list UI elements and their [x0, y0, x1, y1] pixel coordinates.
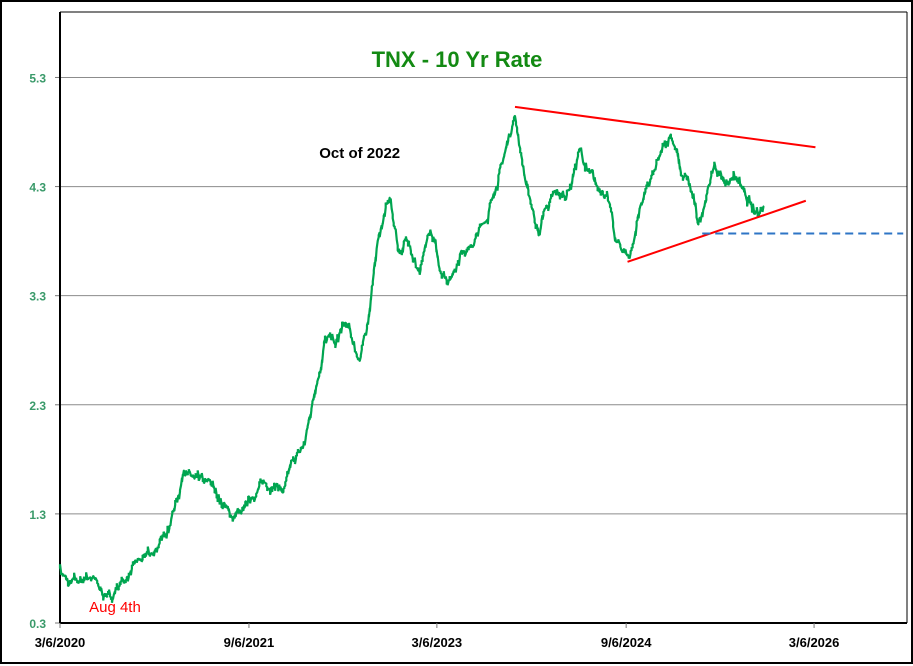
chart-title: TNX - 10 Yr Rate — [372, 47, 543, 72]
gridlines — [60, 76, 907, 515]
data-point — [78, 580, 81, 583]
data-point — [565, 196, 567, 199]
x-tick-label: 3/6/2020 — [35, 635, 86, 650]
x-tick-label: 9/6/2021 — [224, 635, 275, 650]
data-point — [183, 469, 185, 472]
data-point — [638, 207, 641, 210]
data-point — [628, 256, 631, 259]
data-point — [251, 496, 253, 499]
data-point — [388, 196, 391, 199]
data-point — [376, 240, 379, 242]
data-point — [649, 180, 652, 182]
data-point — [586, 169, 588, 172]
data-point — [89, 576, 91, 578]
data-point — [99, 589, 102, 592]
data-point — [358, 360, 361, 362]
annotation-aug-4th: Aug 4th — [89, 599, 141, 616]
data-point — [670, 133, 672, 135]
data-point — [152, 553, 154, 556]
data-point — [345, 322, 347, 324]
data-point — [762, 205, 765, 208]
axes: 0.3 1.3 2.3 3.3 4.3 5.3 3/6/2020 9/6/2021 3/6/20… — [29, 11, 908, 650]
data-point — [293, 458, 295, 461]
data-point — [229, 515, 232, 517]
data-point — [555, 191, 557, 193]
y-tick-label: 3.3 — [29, 290, 46, 304]
data-point — [544, 207, 547, 210]
data-point — [523, 174, 526, 177]
data-point — [537, 234, 540, 237]
data-point — [579, 147, 581, 150]
data-point — [440, 273, 443, 275]
data-point — [470, 245, 473, 248]
data-point — [418, 273, 421, 275]
data-point — [449, 278, 452, 281]
y-tick-label: 1.3 — [29, 508, 46, 522]
data-point — [272, 485, 274, 488]
y-tick-label: 5.3 — [29, 71, 46, 85]
y-tick-label: 0.3 — [29, 617, 46, 631]
data-point — [162, 534, 165, 537]
data-point — [120, 580, 123, 583]
data-point — [59, 567, 61, 570]
x-tick-label: 3/6/2026 — [789, 635, 840, 650]
data-point — [681, 174, 683, 177]
data-point — [502, 158, 505, 161]
data-point — [282, 491, 285, 493]
upper-resistance-trendline — [514, 105, 816, 149]
data-point — [481, 223, 483, 226]
data-point — [397, 251, 400, 253]
data-point — [722, 180, 725, 182]
series-group — [58, 114, 765, 603]
data-point — [68, 584, 70, 586]
data-point — [214, 491, 217, 493]
trendlines — [514, 105, 904, 263]
annotation-oct-2022: Oct of 2022 — [319, 145, 400, 162]
data-point — [491, 196, 494, 199]
data-point — [659, 153, 662, 155]
data-point — [324, 338, 326, 341]
data-point — [614, 240, 616, 242]
data-point — [514, 114, 516, 117]
data-point — [596, 185, 599, 188]
data-point — [111, 597, 113, 599]
data-point — [732, 174, 735, 177]
data-point — [131, 567, 133, 570]
data-point — [204, 480, 206, 482]
data-point — [607, 196, 609, 199]
data-point — [313, 393, 316, 395]
data-point — [460, 251, 462, 253]
data-point — [141, 558, 144, 561]
x-tick-label: 3/6/2023 — [412, 635, 463, 650]
data-point — [303, 442, 306, 444]
data-point — [408, 240, 410, 242]
y-tick-label: 2.3 — [29, 399, 46, 413]
lower-support-trendline — [627, 199, 807, 263]
data-point — [429, 229, 432, 232]
data-point — [240, 513, 243, 515]
data-point — [713, 163, 716, 166]
data-point — [334, 343, 337, 346]
data-point — [690, 191, 693, 193]
data-point — [697, 223, 700, 226]
data-point — [193, 478, 196, 480]
data-point — [173, 507, 176, 510]
tnx-series-line — [58, 115, 765, 603]
data-point — [366, 327, 368, 330]
data-point — [754, 213, 756, 215]
data-point — [261, 480, 264, 482]
y-tick-label: 4.3 — [29, 181, 46, 195]
data-point — [743, 191, 746, 193]
x-tick-label: 9/6/2024 — [601, 635, 652, 650]
annotations: Oct of 2022 Aug 4th — [89, 145, 400, 616]
